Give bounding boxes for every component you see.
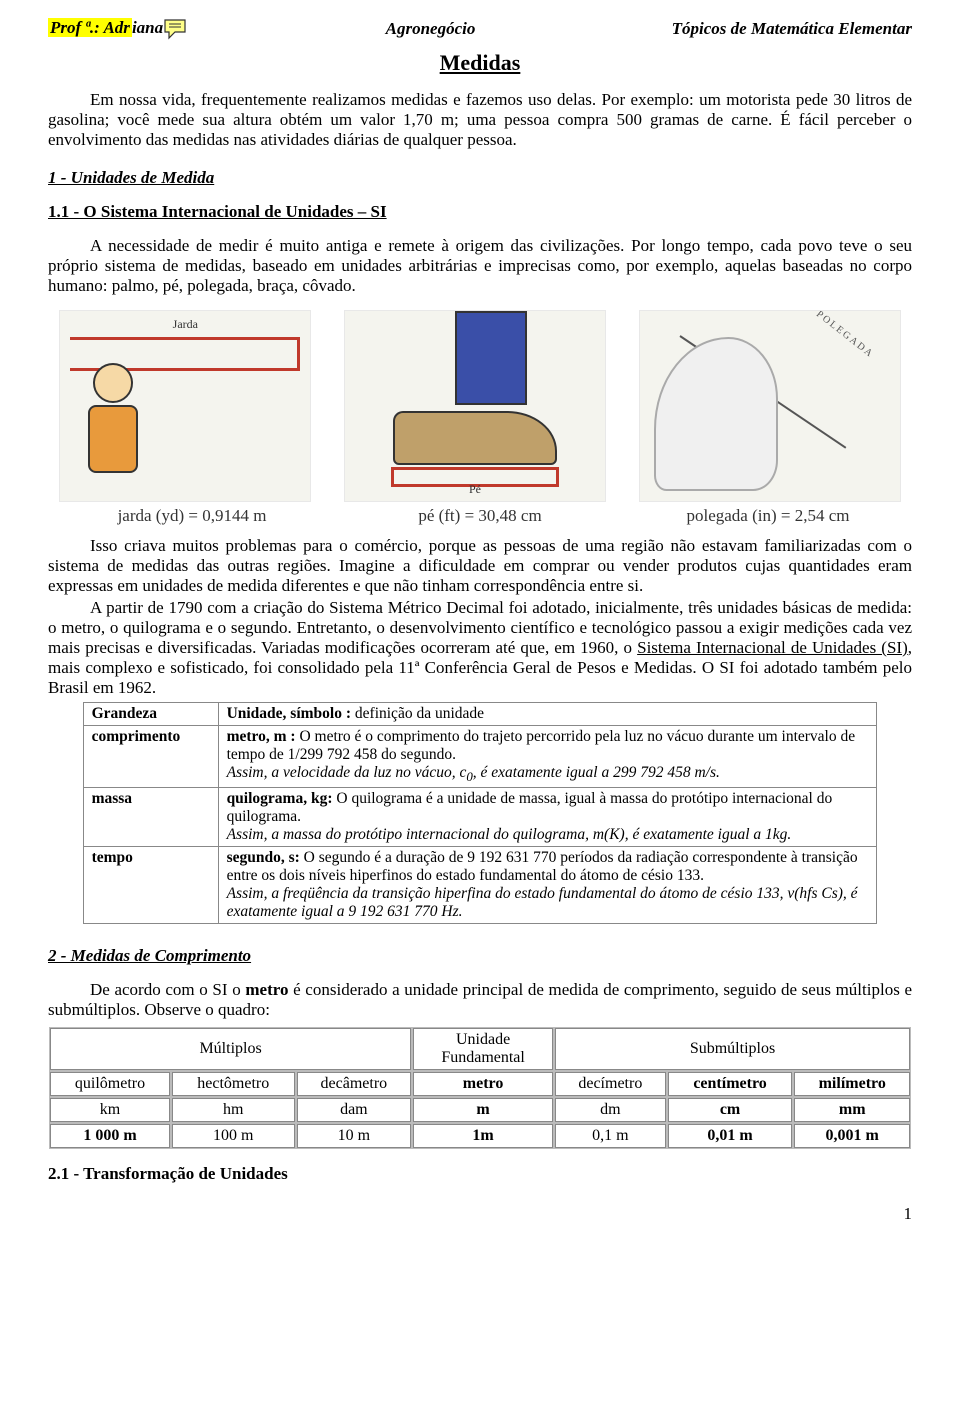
si-cell-def: segundo, s: O segundo é a duração de 9 1…: [218, 847, 877, 924]
header-name-rest: iana: [132, 18, 163, 37]
units-cell: cm: [668, 1098, 793, 1122]
si-it-a: Assim, a velocidade da luz no vácuo, c: [227, 764, 467, 781]
si-table: Grandeza Unidade, símbolo : definição da…: [83, 702, 878, 924]
units-row-symbols: km hm dam m dm cm mm: [50, 1098, 910, 1122]
sec2-p1-a: De acordo com o SI o: [90, 980, 245, 999]
header-left-highlighted: Prof ª.: Adr: [48, 18, 132, 37]
figure-polegada: POLEGADA: [639, 310, 901, 502]
units-cell: 10 m: [297, 1124, 412, 1148]
section-1-1-heading: 1.1 - O Sistema Internacional de Unidade…: [48, 202, 912, 222]
page-title: Medidas: [48, 50, 912, 76]
formula-polegada: polegada (in) = 2,54 cm: [638, 506, 898, 526]
si-row-massa: massa quilograma, kg: O quilograma é a u…: [83, 788, 877, 847]
units-cell: dam: [297, 1098, 412, 1122]
figure-polegada-label: POLEGADA: [814, 311, 876, 360]
p3-underlined: Sistema Internacional de Unidades (SI): [637, 638, 908, 657]
si-def-bold: quilograma, kg:: [227, 790, 337, 807]
si-row-tempo: tempo segundo, s: O segundo é a duração …: [83, 847, 877, 924]
si-def-rest: O metro é o comprimento do trajeto perco…: [227, 728, 856, 763]
page-header: Prof ª.: Adriana Agronegócio Tópicos de …: [48, 18, 912, 40]
si-th-def-bold: Unidade, símbolo :: [227, 705, 355, 722]
units-cell: centímetro: [668, 1072, 793, 1096]
units-cell: milímetro: [794, 1072, 910, 1096]
section-1-heading: 1 - Unidades de Medida: [48, 168, 912, 188]
header-right: Tópicos de Matemática Elementar: [672, 19, 912, 39]
units-cell: 100 m: [172, 1124, 295, 1148]
section-1-1-p2: Isso criava muitos problemas para o comé…: [48, 536, 912, 596]
units-row-names: quilômetro hectômetro decâmetro metro de…: [50, 1072, 910, 1096]
formula-pe: pé (ft) = 30,48 cm: [350, 506, 610, 526]
intro-paragraph: Em nossa vida, frequentemente realizamos…: [48, 90, 912, 150]
si-th-def: Unidade, símbolo : definição da unidade: [218, 703, 877, 726]
units-cell: dm: [555, 1098, 666, 1122]
units-h-sub: Submúltiplos: [555, 1028, 910, 1070]
figure-jarda-label: Jarda: [173, 317, 198, 332]
units-h-fund-l1: Unidade: [456, 1031, 510, 1048]
si-it-b: , é exatamente igual a 299 792 458 m/s.: [473, 764, 720, 781]
units-cell: mm: [794, 1098, 910, 1122]
units-h-mult: Múltiplos: [50, 1028, 411, 1070]
units-table: Múltiplos Unidade Fundamental Submúltipl…: [48, 1026, 912, 1150]
si-cell-def: metro, m : O metro é o comprimento do tr…: [218, 726, 877, 788]
section-2-p1: De acordo com o SI o metro é considerado…: [48, 980, 912, 1020]
si-def-italic: Assim, a velocidade da luz no vácuo, c0,…: [227, 764, 720, 781]
units-cell: 0,1 m: [555, 1124, 666, 1148]
section-2-heading: 2 - Medidas de Comprimento: [48, 946, 912, 966]
si-th-grandeza: Grandeza: [83, 703, 218, 726]
si-def-bold: segundo, s:: [227, 849, 304, 866]
figure-formulas: jarda (yd) = 0,9144 m pé (ft) = 30,48 cm…: [48, 506, 912, 526]
header-prefix: Prof ª.:: [50, 18, 103, 37]
units-cell: 0,01 m: [668, 1124, 793, 1148]
units-h-fund: Unidade Fundamental: [413, 1028, 553, 1070]
si-def-rest: O segundo é a duração de 9 192 631 770 p…: [227, 849, 858, 884]
units-header-row: Múltiplos Unidade Fundamental Submúltipl…: [50, 1028, 910, 1070]
page-number: 1: [48, 1204, 912, 1224]
units-cell: decâmetro: [297, 1072, 412, 1096]
units-cell: 0,001 m: [794, 1124, 910, 1148]
figure-jarda: Jarda: [59, 310, 311, 502]
si-row-comprimento: comprimento metro, m : O metro é o compr…: [83, 726, 877, 788]
comment-icon: [163, 18, 189, 40]
units-cell: quilômetro: [50, 1072, 170, 1096]
units-cell: hm: [172, 1098, 295, 1122]
header-left: Prof ª.: Adriana: [48, 18, 189, 40]
sec2-p1-bold: metro: [245, 980, 288, 999]
units-cell: km: [50, 1098, 170, 1122]
figure-pe-label: Pé: [469, 482, 481, 497]
header-center: Agronegócio: [386, 19, 476, 39]
si-def-italic: Assim, a massa do protótipo internaciona…: [227, 826, 792, 843]
section-1-1-p1: A necessidade de medir é muito antiga e …: [48, 236, 912, 296]
header-name-hl: Adr: [103, 18, 129, 37]
si-cell-g: comprimento: [83, 726, 218, 788]
units-cell: 1 000 m: [50, 1124, 170, 1148]
section-2-1-heading: 2.1 - Transformação de Unidades: [48, 1164, 912, 1184]
units-cell: m: [413, 1098, 553, 1122]
units-cell: metro: [413, 1072, 553, 1096]
units-cell: hectômetro: [172, 1072, 295, 1096]
si-def-bold: metro, m :: [227, 728, 300, 745]
si-def-italic: Assim, a freqüência da transição hiperfi…: [227, 885, 858, 920]
figure-pe: Pé: [344, 310, 606, 502]
units-cell: decímetro: [555, 1072, 666, 1096]
units-h-fund-l2: Fundamental: [441, 1049, 525, 1066]
figures-row: Jarda Pé POLEGADA: [48, 310, 912, 502]
si-cell-g: massa: [83, 788, 218, 847]
si-cell-g: tempo: [83, 847, 218, 924]
si-th-def-rest: definição da unidade: [355, 705, 484, 722]
section-1-1-p3: A partir de 1790 com a criação do Sistem…: [48, 598, 912, 698]
units-row-values: 1 000 m 100 m 10 m 1m 0,1 m 0,01 m 0,001…: [50, 1124, 910, 1148]
formula-jarda: jarda (yd) = 0,9144 m: [62, 506, 322, 526]
si-cell-def: quilograma, kg: O quilograma é a unidade…: [218, 788, 877, 847]
units-cell: 1m: [413, 1124, 553, 1148]
